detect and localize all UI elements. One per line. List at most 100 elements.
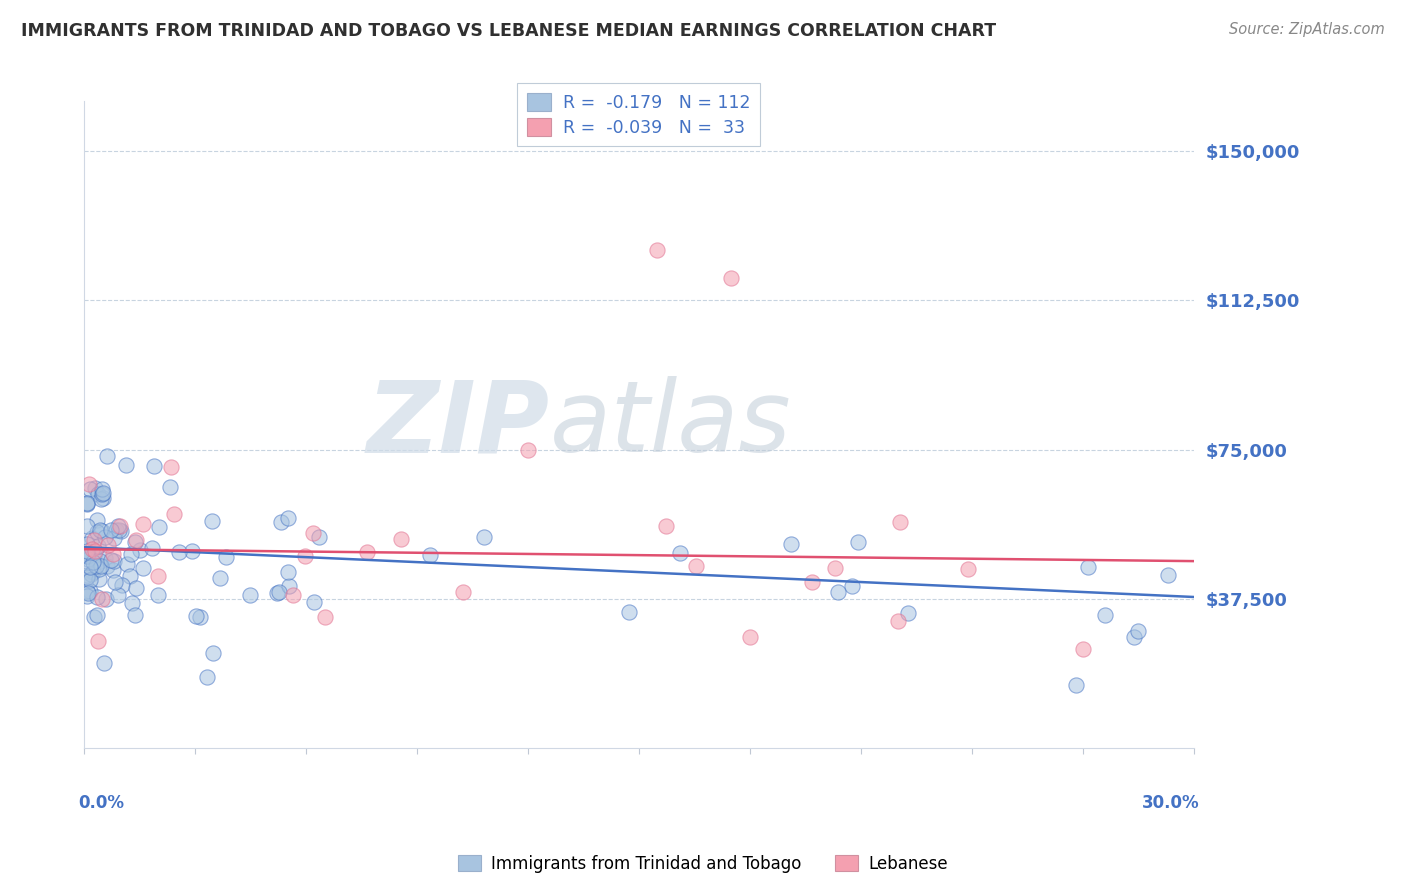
Point — [110, 524, 132, 538]
Point — [76, 585, 98, 599]
Point — [77, 549, 100, 564]
Point — [841, 579, 863, 593]
Point — [110, 519, 132, 533]
Point — [167, 545, 190, 559]
Point — [76, 497, 98, 511]
Text: 30.0%: 30.0% — [1142, 794, 1199, 812]
Point — [121, 596, 143, 610]
Text: ZIP: ZIP — [367, 376, 550, 473]
Point — [76, 496, 98, 510]
Point — [89, 523, 111, 537]
Point — [146, 569, 169, 583]
Point — [124, 581, 146, 595]
Point — [824, 561, 846, 575]
Point — [887, 614, 910, 628]
Point — [1123, 630, 1146, 644]
Point — [516, 442, 538, 457]
Point — [115, 458, 138, 472]
Point — [181, 544, 204, 558]
Point — [209, 571, 232, 585]
Point — [103, 531, 125, 545]
Point — [738, 630, 761, 644]
Point — [97, 538, 120, 552]
Point — [142, 458, 165, 473]
Point — [96, 449, 118, 463]
Point — [111, 578, 134, 592]
Point — [418, 548, 440, 562]
Point — [125, 533, 148, 547]
Point — [647, 243, 669, 257]
Point — [77, 476, 100, 491]
Point — [82, 565, 104, 579]
Point — [827, 584, 849, 599]
Point — [281, 588, 304, 602]
Point — [79, 482, 101, 496]
Point — [277, 579, 299, 593]
Point — [146, 588, 169, 602]
Point — [91, 491, 114, 506]
Point — [77, 547, 100, 561]
Point — [266, 586, 288, 600]
Point — [148, 519, 170, 533]
Point — [239, 588, 262, 602]
Point — [80, 566, 103, 581]
Text: 0.0%: 0.0% — [79, 794, 124, 812]
Point — [163, 507, 186, 521]
Point — [277, 511, 299, 525]
Point — [101, 547, 124, 561]
Point — [90, 486, 112, 500]
Point — [117, 557, 139, 571]
Point — [76, 537, 98, 551]
Point — [294, 549, 316, 563]
Point — [103, 554, 125, 568]
Point — [87, 634, 110, 648]
Point — [1126, 624, 1149, 638]
Point — [846, 535, 869, 549]
Point — [86, 607, 108, 622]
Point — [94, 550, 117, 565]
Point — [389, 532, 412, 546]
Point — [120, 569, 142, 583]
Point — [89, 562, 111, 576]
Point — [89, 554, 111, 568]
Point — [77, 552, 100, 566]
Point — [132, 516, 155, 531]
Point — [94, 530, 117, 544]
Point — [195, 670, 218, 684]
Point — [780, 537, 803, 551]
Point — [957, 562, 980, 576]
Point — [83, 481, 105, 495]
Point — [94, 591, 117, 606]
Point — [76, 570, 98, 584]
Text: IMMIGRANTS FROM TRINIDAD AND TOBAGO VS LEBANESE MEDIAN EARNINGS CORRELATION CHAR: IMMIGRANTS FROM TRINIDAD AND TOBAGO VS L… — [21, 22, 997, 40]
Text: Source: ZipAtlas.com: Source: ZipAtlas.com — [1229, 22, 1385, 37]
Point — [90, 482, 112, 496]
Point — [1071, 641, 1094, 656]
Point — [80, 542, 103, 557]
Point — [83, 544, 105, 558]
Point — [201, 514, 224, 528]
Point — [83, 548, 105, 562]
Point — [93, 656, 115, 670]
Point — [79, 573, 101, 587]
Point — [356, 545, 378, 559]
Point — [141, 541, 163, 555]
Point — [159, 480, 181, 494]
Point — [87, 539, 110, 553]
Point — [82, 555, 104, 569]
Point — [91, 486, 114, 500]
Point — [76, 544, 98, 558]
Point — [76, 590, 98, 604]
Point — [107, 588, 129, 602]
Point — [277, 565, 299, 579]
Point — [79, 584, 101, 599]
Point — [314, 610, 336, 624]
Point — [1077, 560, 1099, 574]
Point — [128, 543, 150, 558]
Point — [90, 492, 112, 507]
Legend: Immigrants from Trinidad and Tobago, Lebanese: Immigrants from Trinidad and Tobago, Leb… — [451, 848, 955, 880]
Point — [124, 608, 146, 623]
Point — [685, 559, 707, 574]
Point — [76, 496, 98, 510]
Point — [188, 610, 211, 624]
